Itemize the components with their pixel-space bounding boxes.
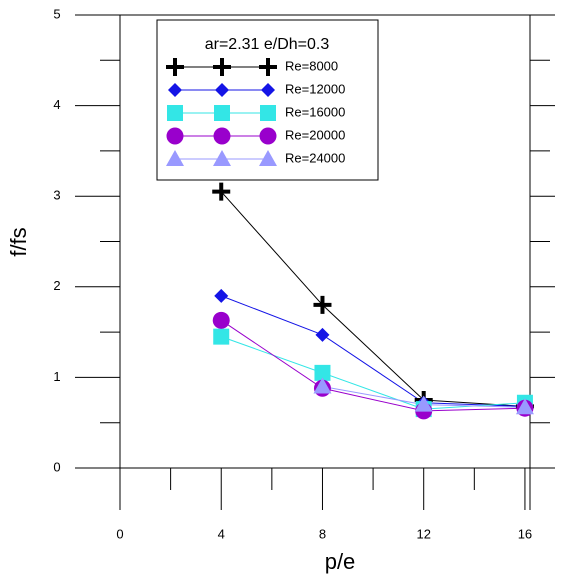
- legend-label: Re=8000: [285, 58, 338, 73]
- y-tick-label: 1: [53, 369, 60, 384]
- legend-title: ar=2.31 e/Dh=0.3: [205, 36, 330, 53]
- marker-diamond: [315, 328, 329, 342]
- y-tick-label: 4: [53, 97, 60, 112]
- legend-marker: [260, 105, 276, 121]
- legend-marker: [214, 105, 230, 121]
- legend-marker: [214, 128, 231, 145]
- x-tick-label: 4: [218, 526, 225, 541]
- legend-marker: [167, 128, 184, 145]
- x-tick-label: 8: [319, 526, 326, 541]
- legend-marker: [167, 105, 183, 121]
- y-tick-label: 3: [53, 188, 60, 203]
- legend-label: Re=20000: [285, 127, 345, 142]
- legend-label: Re=24000: [285, 150, 345, 165]
- y-tick-label: 2: [53, 278, 60, 293]
- series-line: [221, 337, 525, 409]
- x-tick-label: 16: [518, 526, 532, 541]
- series-line: [221, 192, 525, 407]
- x-axis-label: p/e: [325, 549, 356, 574]
- series-line: [221, 320, 525, 411]
- legend-label: Re=16000: [285, 104, 345, 119]
- legend-label: Re=12000: [285, 81, 345, 96]
- marker-square: [213, 329, 229, 345]
- chart: f/fs p/e ar=2.31 e/Dh=0.3 0123450481216R…: [0, 0, 571, 580]
- legend-marker: [260, 128, 277, 145]
- y-axis-label: f/fs: [6, 227, 31, 256]
- y-tick-label: 0: [53, 459, 60, 474]
- x-tick-label: 12: [416, 526, 430, 541]
- x-tick-label: 0: [116, 526, 123, 541]
- y-tick-label: 5: [53, 6, 60, 21]
- marker-circle: [213, 312, 230, 329]
- marker-diamond: [214, 289, 228, 303]
